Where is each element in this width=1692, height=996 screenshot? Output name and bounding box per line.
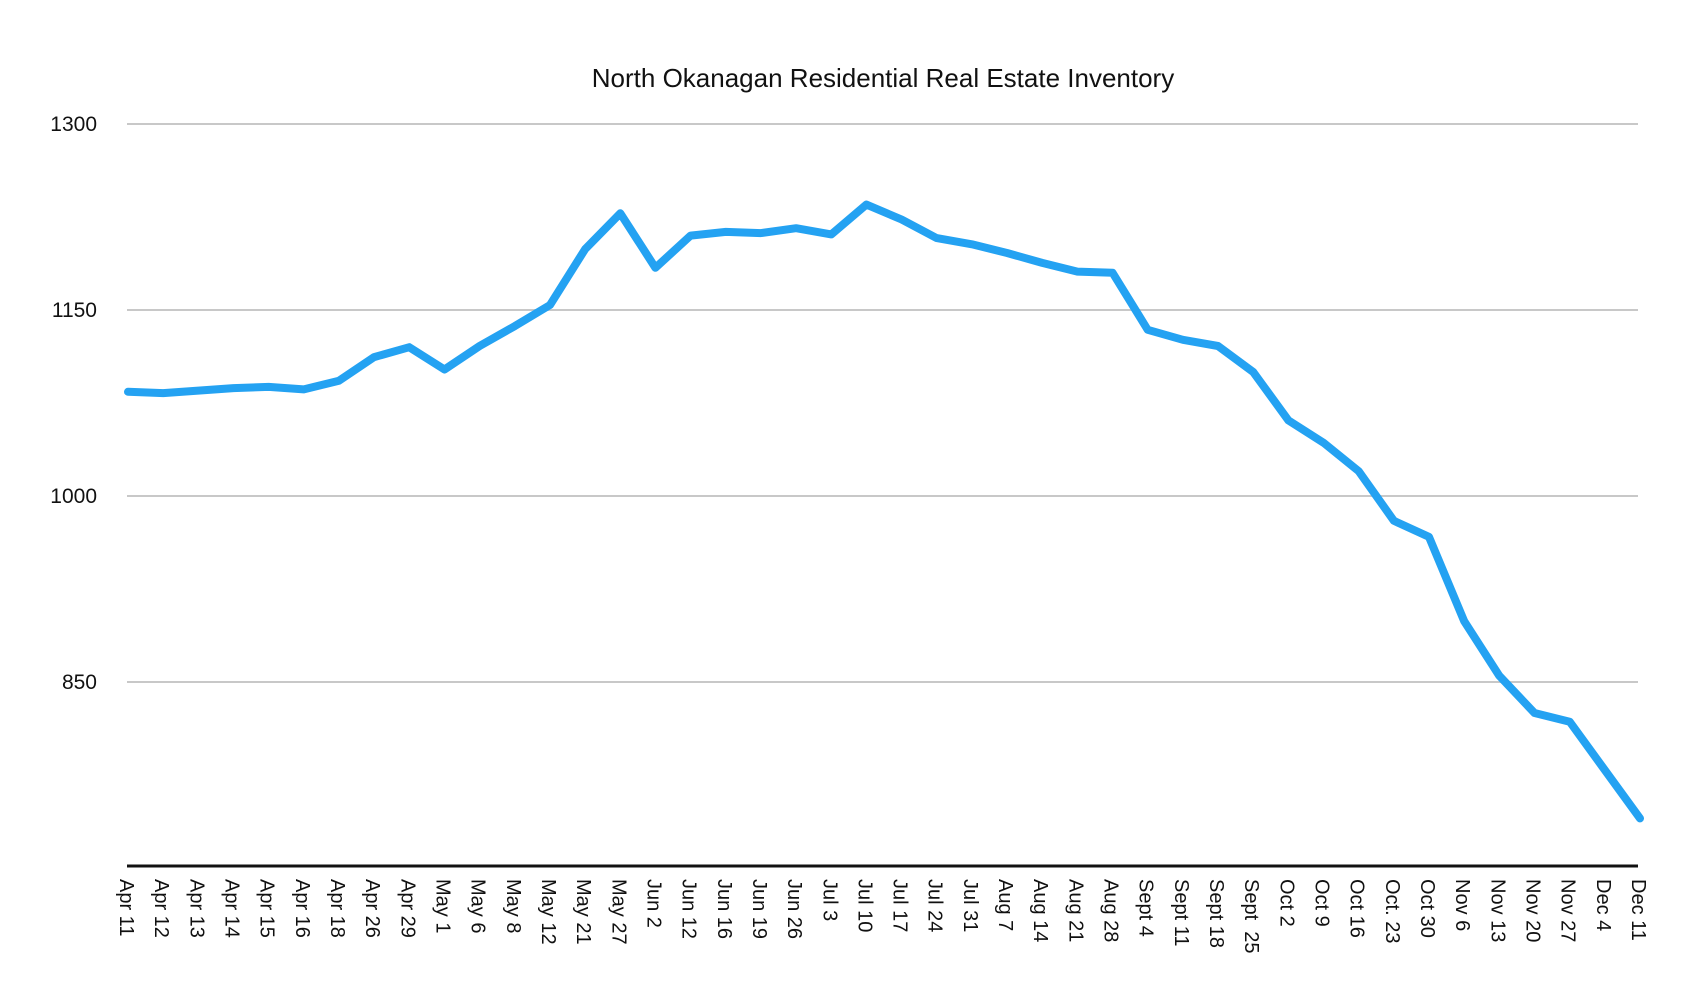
x-tick-label: May 27 <box>607 879 629 945</box>
x-tick-label: Nov 27 <box>1557 879 1579 942</box>
x-tick-label: Jul 10 <box>853 879 875 932</box>
x-tick-label: Apr 11 <box>115 879 137 936</box>
x-tick-label: Jul 31 <box>959 879 981 932</box>
x-axis-tick-labels: Apr 11 Apr 12 Apr 13 Apr 14 Apr 15 Apr 16 Apr … <box>115 879 1649 954</box>
x-tick-label: Nov 20 <box>1522 879 1544 942</box>
x-tick-label: May 21 <box>572 879 594 945</box>
x-tick-label: Apr 26 <box>361 879 383 938</box>
x-tick-label: Dec 4 <box>1592 879 1614 931</box>
x-tick-label: Jun 19 <box>748 879 770 939</box>
chart-title: North Okanagan Residential Real Estate I… <box>592 63 1174 93</box>
y-tick-label: 1150 <box>52 299 97 322</box>
x-tick-label: Aug 28 <box>1100 879 1122 942</box>
x-tick-label: Apr 15 <box>256 879 278 938</box>
x-tick-label: Nov 13 <box>1486 879 1508 942</box>
x-tick-label: Oct. 23 <box>1381 879 1403 943</box>
x-tick-label: Sept 18 <box>1205 879 1227 948</box>
y-tick-label: 1300 <box>50 113 97 136</box>
series-group <box>124 200 1644 823</box>
x-tick-label: Jun 26 <box>783 879 805 939</box>
x-tick-label: Aug 7 <box>994 879 1016 931</box>
x-tick-label: May 12 <box>537 879 559 945</box>
x-tick-label: Apr 12 <box>150 879 172 938</box>
gridlines <box>127 123 1638 683</box>
x-tick-label: Aug 14 <box>1029 879 1051 942</box>
x-tick-label: May 8 <box>502 879 524 933</box>
x-tick-label: Dec 11 <box>1627 879 1649 941</box>
y-tick-label: 850 <box>62 671 97 694</box>
x-tick-label: Oct 9 <box>1311 879 1333 927</box>
x-tick-label: Oct 16 <box>1346 879 1368 938</box>
x-tick-label: Apr 18 <box>326 879 348 938</box>
x-tick-label: Oct 30 <box>1416 879 1438 938</box>
x-tick-label: Oct 2 <box>1275 879 1297 927</box>
x-tick-label: Sept 11 <box>1170 879 1192 946</box>
x-tick-label: Jul 24 <box>924 879 946 932</box>
x-tick-label: Jul 3 <box>818 879 840 921</box>
x-tick-label: Aug 21 <box>1064 879 1086 942</box>
y-axis-tick-labels: 850 1000 1150 1300 <box>50 113 97 694</box>
x-tick-label: Sept 4 <box>1135 879 1157 937</box>
x-tick-label: Jun 12 <box>678 879 700 939</box>
x-tick-label: Jul 17 <box>889 879 911 932</box>
x-tick-label: Nov 6 <box>1451 879 1473 931</box>
series-line <box>124 200 1644 823</box>
y-tick-label: 1000 <box>50 485 97 508</box>
x-tick-label: Jun 16 <box>713 879 735 939</box>
x-tick-label: May 1 <box>431 879 453 933</box>
x-tick-label: Apr 13 <box>185 879 207 938</box>
x-tick-label: Sept 25 <box>1240 879 1262 954</box>
x-tick-label: Jun 2 <box>642 879 664 928</box>
x-tick-label: May 6 <box>467 879 489 933</box>
x-tick-label: Apr 16 <box>291 879 313 938</box>
x-tick-label: Apr 29 <box>396 879 418 938</box>
x-tick-label: Apr 14 <box>220 879 242 938</box>
